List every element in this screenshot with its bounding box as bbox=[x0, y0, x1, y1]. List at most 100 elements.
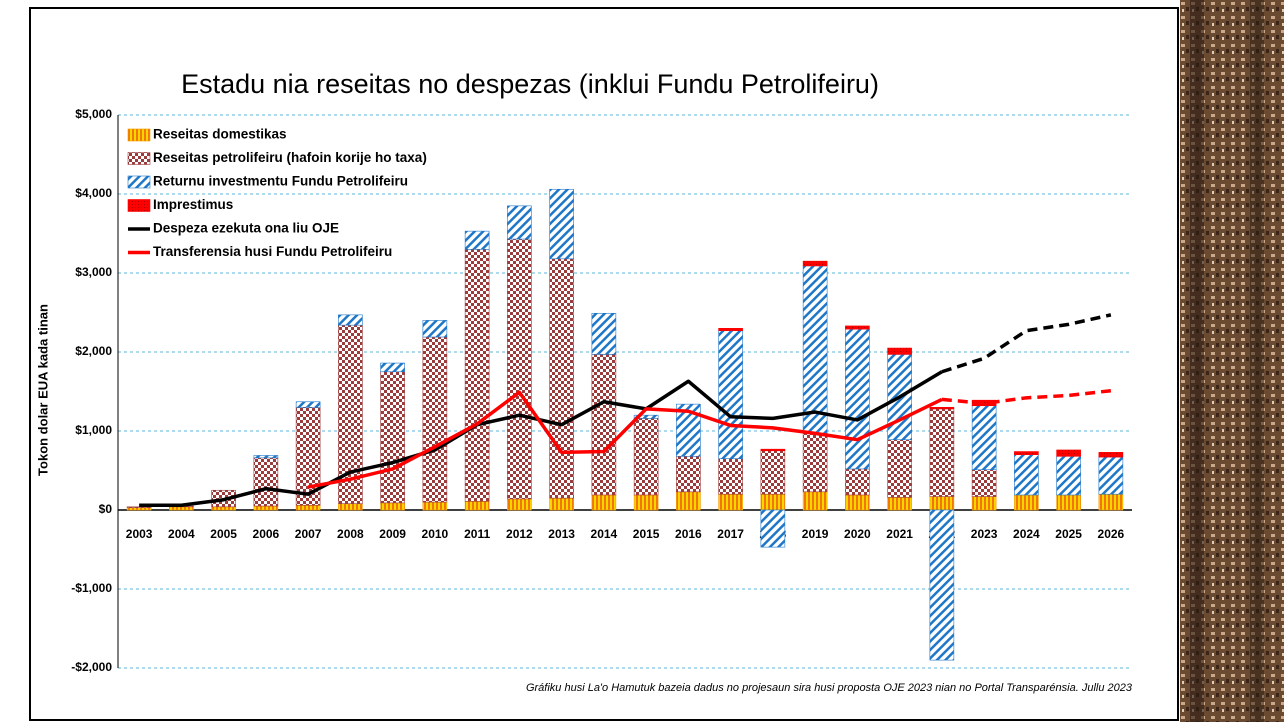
frame-edge bbox=[1250, 0, 1264, 722]
bar bbox=[507, 205, 532, 240]
x-tick-label: 2010 bbox=[422, 527, 449, 541]
bar bbox=[845, 468, 870, 496]
legend-swatch bbox=[127, 175, 151, 189]
legend-label: Reseitas petrolifeiru (hafoin korije ho … bbox=[153, 150, 427, 165]
bar bbox=[549, 258, 574, 499]
bar bbox=[633, 414, 659, 419]
bar bbox=[760, 509, 786, 548]
x-tick-label: 2005 bbox=[210, 527, 237, 541]
bar bbox=[887, 347, 912, 355]
y-tick-label: $4,000 bbox=[75, 186, 112, 200]
bar bbox=[1014, 494, 1039, 511]
y-tick-label: $5,000 bbox=[75, 107, 112, 121]
legend-label: Returnu investmentu Fundu Petrolifeiru bbox=[153, 174, 408, 189]
bar bbox=[422, 501, 448, 511]
x-tick-label: 2009 bbox=[379, 527, 406, 541]
bar bbox=[633, 494, 659, 511]
bar bbox=[802, 265, 828, 434]
line bbox=[941, 313, 1112, 374]
legend-label: Despeza ezekuta ona liu OJE bbox=[153, 221, 339, 236]
y-tick-label: -$2,000 bbox=[71, 660, 112, 674]
bar bbox=[1014, 454, 1039, 496]
bar bbox=[929, 408, 955, 497]
x-tick-label: 2017 bbox=[717, 527, 744, 541]
legend-swatch bbox=[127, 128, 151, 142]
x-tick-label: 2015 bbox=[633, 527, 660, 541]
x-tick-label: 2008 bbox=[337, 527, 364, 541]
bar bbox=[971, 496, 997, 511]
bar bbox=[295, 401, 321, 408]
bar bbox=[591, 494, 617, 511]
bar bbox=[253, 505, 279, 511]
y-axis-label: Tokon dolar EUA kada tinan bbox=[35, 304, 50, 476]
bar bbox=[676, 455, 701, 493]
x-tick-label: 2023 bbox=[971, 527, 998, 541]
bar bbox=[760, 493, 786, 511]
bar bbox=[549, 497, 574, 511]
bar bbox=[718, 493, 743, 511]
bar bbox=[802, 491, 828, 511]
legend-label: Imprestimus bbox=[153, 197, 233, 212]
bar bbox=[380, 371, 405, 504]
bar bbox=[253, 457, 279, 507]
bar bbox=[676, 491, 701, 511]
bar bbox=[295, 504, 321, 511]
frame-edge bbox=[1190, 0, 1204, 722]
x-tick-label: 2014 bbox=[591, 527, 618, 541]
bar bbox=[633, 418, 659, 496]
bar bbox=[338, 503, 363, 511]
legend-swatch bbox=[127, 199, 151, 212]
bar bbox=[380, 502, 405, 511]
line bbox=[941, 388, 1112, 406]
bar bbox=[422, 320, 448, 338]
bar bbox=[845, 494, 870, 511]
bar bbox=[126, 507, 152, 511]
bar bbox=[591, 312, 617, 355]
x-tick-label: 2025 bbox=[1055, 527, 1082, 541]
bar bbox=[169, 506, 194, 511]
bar bbox=[971, 405, 997, 471]
bar bbox=[507, 498, 532, 511]
bar bbox=[845, 328, 870, 470]
bar bbox=[380, 362, 405, 373]
bar bbox=[591, 354, 617, 496]
x-tick-label: 2013 bbox=[548, 527, 575, 541]
bar bbox=[1014, 451, 1039, 456]
x-tick-label: 2006 bbox=[253, 527, 280, 541]
bar bbox=[507, 238, 532, 500]
footnote: Gráfiku husi La'o Hamutuk bazeia dadus n… bbox=[526, 682, 1133, 694]
x-tick-label: 2004 bbox=[168, 527, 195, 541]
bar bbox=[760, 448, 786, 452]
x-tick-label: 2021 bbox=[886, 527, 913, 541]
chart-title: Estadu nia reseitas no despezas (inklui … bbox=[181, 69, 879, 99]
x-tick-label: 2019 bbox=[802, 527, 829, 541]
bar bbox=[929, 406, 955, 410]
x-tick-label: 2012 bbox=[506, 527, 533, 541]
bar bbox=[464, 249, 490, 502]
x-tick-label: 2024 bbox=[1013, 527, 1040, 541]
y-tick-label: $2,000 bbox=[75, 344, 112, 358]
x-tick-label: 2016 bbox=[675, 527, 702, 541]
bar bbox=[253, 455, 279, 459]
bar bbox=[887, 439, 912, 498]
y-tick-label: -$1,000 bbox=[71, 581, 112, 595]
line bbox=[307, 390, 943, 489]
legend-swatch bbox=[127, 152, 151, 165]
bar bbox=[845, 325, 870, 330]
bar bbox=[718, 330, 743, 459]
bar bbox=[1098, 493, 1124, 511]
bar bbox=[1098, 456, 1124, 495]
bar bbox=[718, 458, 743, 495]
bar bbox=[464, 230, 490, 250]
bar bbox=[464, 501, 490, 511]
bar bbox=[1056, 449, 1081, 457]
x-tick-label: 2020 bbox=[844, 527, 871, 541]
bar bbox=[718, 327, 743, 331]
x-tick-label: 2026 bbox=[1098, 527, 1125, 541]
y-tick-label: $3,000 bbox=[75, 265, 112, 279]
bar bbox=[422, 336, 448, 503]
bar bbox=[802, 260, 828, 267]
x-tick-label: 2003 bbox=[126, 527, 153, 541]
